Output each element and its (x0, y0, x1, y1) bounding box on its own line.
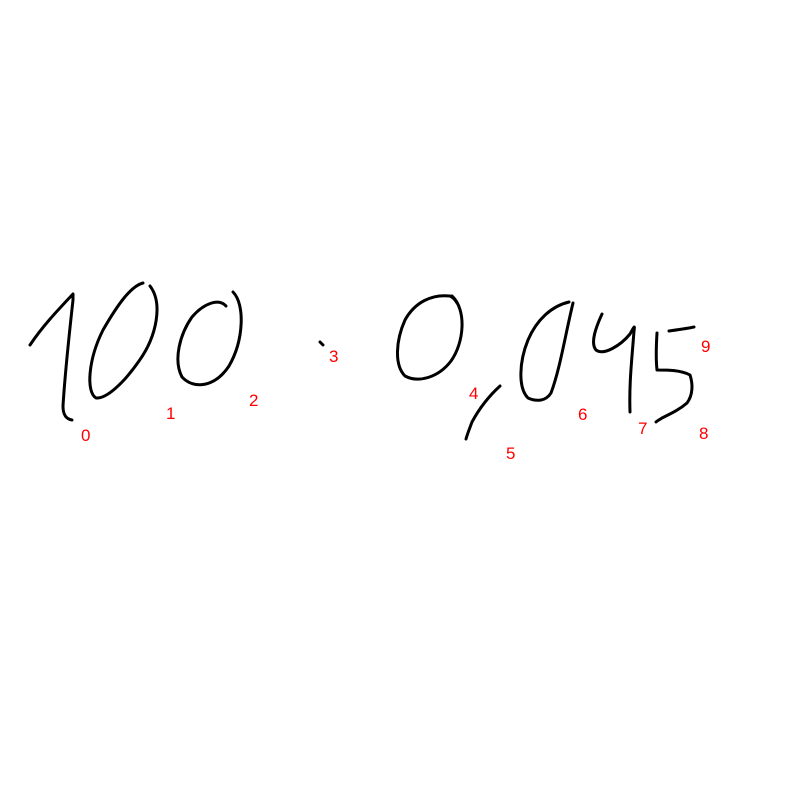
stroke-label-6: 6 (578, 405, 588, 424)
stroke-4 (396, 294, 464, 381)
stroke-label-1: 1 (166, 404, 176, 423)
stroke-6 (519, 300, 575, 402)
stroke-label-4: 4 (469, 384, 479, 403)
stroke-label-3: 3 (329, 347, 339, 366)
stroke-3 (318, 340, 325, 347)
stroke-1 (88, 281, 159, 400)
stroke-8 (654, 331, 694, 424)
stroke-label-5: 5 (506, 444, 516, 463)
stroke-0 (28, 292, 75, 422)
stroke-label-2: 2 (249, 391, 259, 410)
stroke-label-9: 9 (701, 337, 711, 356)
stroke-label-7: 7 (638, 419, 648, 438)
stroke-7 (592, 312, 636, 414)
stroke-label-0: 0 (81, 426, 91, 445)
stroke-2 (176, 290, 243, 387)
stroke-9 (667, 325, 696, 333)
stroke-5 (464, 384, 502, 441)
stroke-label-8: 8 (699, 424, 709, 443)
